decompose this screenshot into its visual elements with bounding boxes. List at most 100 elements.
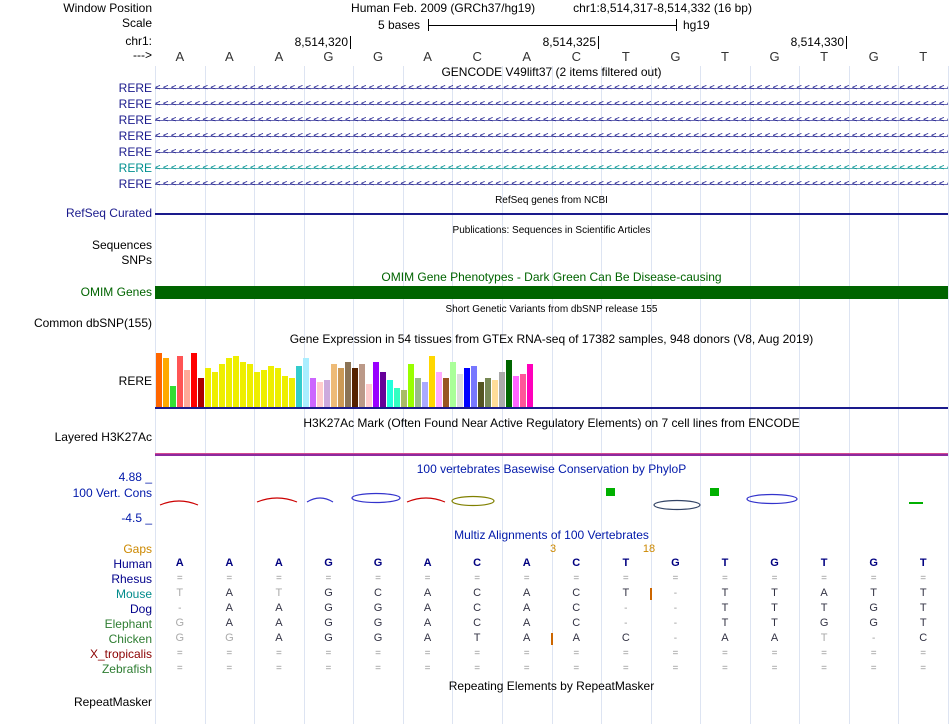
gtex-tissue-bar[interactable] (499, 372, 505, 408)
gtex-tissue-bar[interactable] (478, 382, 484, 408)
snps-label[interactable]: SNPs (121, 253, 152, 267)
gene-track-rere[interactable]: <<<<<<<<<<<<<<<<<<<<<<<<<<<<<<<<<<<<<<<<… (155, 131, 948, 141)
gtex-tissue-bar[interactable] (212, 372, 218, 408)
gene-track-rere[interactable]: <<<<<<<<<<<<<<<<<<<<<<<<<<<<<<<<<<<<<<<<… (155, 147, 948, 157)
gtex-tissue-bar[interactable] (324, 380, 330, 408)
gtex-tissue-bar[interactable] (394, 388, 400, 408)
species-label-zebrafish[interactable]: Zebrafish (101, 662, 152, 676)
gtex-tissue-bar[interactable] (345, 362, 351, 408)
species-label-x_tropicalis[interactable]: X_tropicalis (89, 647, 152, 661)
gtex-tissue-bar[interactable] (422, 382, 428, 408)
gtex-tissue-bar[interactable] (184, 370, 190, 408)
gene-label-rere[interactable]: RERE (118, 81, 152, 95)
gtex-tissue-bar[interactable] (387, 380, 393, 408)
alignment-cell: C (621, 632, 630, 644)
gtex-tissue-bar[interactable] (520, 374, 526, 408)
gene-label-rere[interactable]: RERE (118, 97, 152, 111)
gtex-tissue-bar[interactable] (401, 390, 407, 408)
omim-genes-bar[interactable] (155, 286, 948, 299)
phylop-track-label[interactable]: 100 Vert. Cons (72, 486, 152, 500)
alignment-cell: A (274, 557, 283, 569)
refseq-curated-label[interactable]: RefSeq Curated (65, 206, 152, 220)
gtex-tissue-bar[interactable] (359, 364, 365, 408)
gtex-tissue-bar[interactable] (233, 356, 239, 408)
gtex-tissue-bar[interactable] (170, 386, 176, 408)
species-label-elephant[interactable]: Elephant (104, 617, 152, 631)
species-label-human[interactable]: Human (113, 557, 152, 571)
species-label-rhesus[interactable]: Rhesus (111, 572, 152, 586)
gtex-tissue-bar[interactable] (492, 380, 498, 408)
gtex-tissue-bar[interactable] (457, 374, 463, 408)
gtex-tissue-bar[interactable] (282, 376, 288, 408)
gtex-tissue-bar[interactable] (156, 353, 162, 408)
gene-label-rere[interactable]: RERE (118, 177, 152, 191)
gtex-tissue-bar[interactable] (380, 372, 386, 408)
gene-label-rere[interactable]: RERE (118, 129, 152, 143)
h3k27ac-label[interactable]: Layered H3K27Ac (54, 430, 152, 444)
gtex-tissue-bar[interactable] (268, 366, 274, 408)
gtex-tissue-bar[interactable] (443, 378, 449, 408)
gtex-tissue-bar[interactable] (408, 364, 414, 408)
alignment-cell: G (175, 617, 185, 629)
common-dbsnp-label[interactable]: Common dbSNP(155) (33, 316, 152, 330)
gene-label-rere[interactable]: RERE (118, 145, 152, 159)
gtex-tissue-bar[interactable] (247, 364, 253, 408)
alignment-cell: A (423, 587, 432, 599)
refseq-curated-track-line[interactable] (155, 213, 948, 215)
gtex-tissue-bar[interactable] (310, 378, 316, 408)
gtex-tissue-bar[interactable] (373, 362, 379, 408)
gtex-tissue-bar[interactable] (177, 356, 183, 408)
gene-track-rere[interactable]: <<<<<<<<<<<<<<<<<<<<<<<<<<<<<<<<<<<<<<<<… (155, 179, 948, 189)
gtex-tissue-bar[interactable] (289, 378, 295, 408)
gtex-tissue-bar[interactable] (240, 362, 246, 408)
gtex-tissue-bar[interactable] (415, 378, 421, 408)
gene-track-rere[interactable]: <<<<<<<<<<<<<<<<<<<<<<<<<<<<<<<<<<<<<<<<… (155, 163, 948, 173)
gtex-tissue-bar[interactable] (163, 358, 169, 408)
gtex-tissue-bar[interactable] (464, 368, 470, 408)
gtex-tissue-bar[interactable] (303, 358, 309, 408)
gtex-tissue-bar[interactable] (436, 372, 442, 408)
species-label-mouse[interactable]: Mouse (115, 587, 152, 601)
gene-label-rere[interactable]: RERE (118, 161, 152, 175)
gtex-tissue-bar[interactable] (275, 368, 281, 408)
gtex-tissue-bar[interactable] (429, 356, 435, 408)
gtex-tissue-bar[interactable] (471, 366, 477, 408)
gtex-tissue-bar[interactable] (205, 368, 211, 408)
gtex-tissue-bar[interactable] (485, 378, 491, 408)
sequences-label[interactable]: Sequences (91, 238, 152, 252)
alignment-cell: C (374, 587, 383, 599)
species-label-dog[interactable]: Dog (129, 602, 152, 616)
gtex-tissue-bar[interactable] (450, 362, 456, 408)
gtex-tissue-bar[interactable] (527, 364, 533, 408)
gene-track-rere[interactable]: <<<<<<<<<<<<<<<<<<<<<<<<<<<<<<<<<<<<<<<<… (155, 115, 948, 125)
gtex-tissue-bar[interactable] (317, 382, 323, 408)
h3k27ac-signal-line[interactable] (155, 453, 948, 456)
gene-track-rere[interactable]: <<<<<<<<<<<<<<<<<<<<<<<<<<<<<<<<<<<<<<<<… (155, 83, 948, 93)
gene-label-rere[interactable]: RERE (118, 113, 152, 127)
gaps-label[interactable]: Gaps (123, 542, 152, 556)
gtex-tissue-bar[interactable] (191, 353, 197, 408)
gtex-tissue-bar[interactable] (513, 376, 519, 408)
gtex-tissue-bar[interactable] (226, 358, 232, 408)
alignment-cell: = (870, 648, 877, 659)
omim-genes-label[interactable]: OMIM Genes (80, 285, 152, 299)
gtex-tissue-bar[interactable] (296, 366, 302, 408)
alignment-cell: = (920, 573, 927, 584)
gtex-tissue-bar[interactable] (219, 364, 225, 408)
gtex-tissue-bar[interactable] (352, 368, 358, 408)
gene-track-rere[interactable]: <<<<<<<<<<<<<<<<<<<<<<<<<<<<<<<<<<<<<<<<… (155, 99, 948, 109)
alignment-cell: = (870, 573, 877, 584)
repeatmasker-label[interactable]: RepeatMasker (73, 695, 152, 709)
gtex-tissue-bar[interactable] (338, 368, 344, 408)
gtex-tissue-bar[interactable] (331, 364, 337, 408)
gtex-tissue-bar[interactable] (254, 372, 260, 408)
gtex-tissue-bar[interactable] (366, 384, 372, 408)
gtex-tissue-bar[interactable] (506, 360, 512, 408)
gtex-gene-label[interactable]: RERE (118, 374, 152, 388)
species-label-chicken[interactable]: Chicken (108, 632, 152, 646)
gtex-tissue-bar[interactable] (198, 378, 204, 408)
scale-bar (428, 19, 677, 31)
alignment-cell: = (771, 648, 778, 659)
gtex-tissue-bar[interactable] (261, 370, 267, 408)
alignment-cell: T (919, 602, 927, 614)
